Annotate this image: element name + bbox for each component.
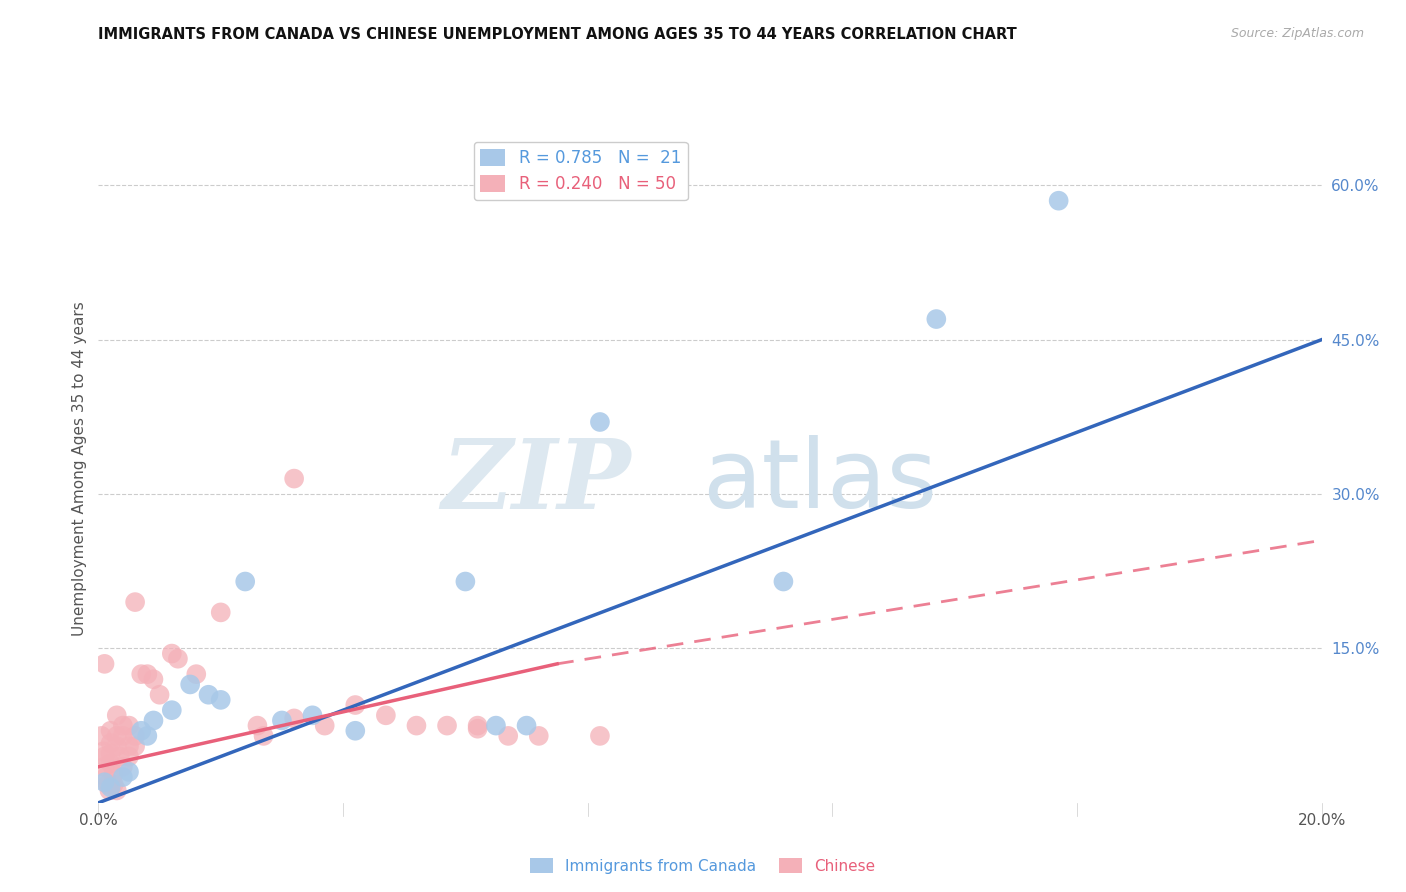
Point xyxy=(136,667,159,681)
Point xyxy=(467,718,489,732)
Point xyxy=(103,767,125,781)
Text: ZIP: ZIP xyxy=(441,434,630,529)
Point xyxy=(93,749,115,764)
Point xyxy=(118,764,141,779)
Point xyxy=(589,729,612,743)
Text: Source: ZipAtlas.com: Source: ZipAtlas.com xyxy=(1230,27,1364,40)
Point xyxy=(283,472,305,486)
Point xyxy=(100,780,122,795)
Point xyxy=(105,739,128,754)
Text: IMMIGRANTS FROM CANADA VS CHINESE UNEMPLOYMENT AMONG AGES 35 TO 44 YEARS CORRELA: IMMIGRANTS FROM CANADA VS CHINESE UNEMPL… xyxy=(98,27,1017,42)
Point xyxy=(374,708,396,723)
Point xyxy=(100,747,122,761)
Point xyxy=(105,708,128,723)
Point xyxy=(97,777,120,791)
Point xyxy=(344,698,367,712)
Point xyxy=(405,718,427,732)
Point xyxy=(103,777,125,791)
Point xyxy=(105,729,128,743)
Text: atlas: atlas xyxy=(703,435,938,528)
Point xyxy=(301,708,323,723)
Point xyxy=(197,688,219,702)
Point xyxy=(485,718,508,732)
Point xyxy=(124,739,146,754)
Point xyxy=(925,312,948,326)
Point xyxy=(111,760,134,774)
Point xyxy=(93,760,115,774)
Point xyxy=(111,718,134,732)
Point xyxy=(100,736,122,750)
Point xyxy=(100,723,122,738)
Point xyxy=(454,574,477,589)
Point xyxy=(111,770,134,784)
Point xyxy=(129,667,152,681)
Point xyxy=(93,775,115,789)
Point xyxy=(160,703,183,717)
Point xyxy=(179,677,201,691)
Point xyxy=(94,770,117,784)
Point xyxy=(118,749,141,764)
Point xyxy=(124,595,146,609)
Point xyxy=(149,688,172,702)
Point xyxy=(142,714,165,728)
Point xyxy=(516,718,538,732)
Point xyxy=(772,574,794,589)
Point xyxy=(270,714,292,728)
Point xyxy=(111,729,134,743)
Point xyxy=(496,729,519,743)
Point xyxy=(118,718,141,732)
Point xyxy=(233,574,256,589)
Y-axis label: Unemployment Among Ages 35 to 44 years: Unemployment Among Ages 35 to 44 years xyxy=(72,301,87,636)
Point xyxy=(314,718,336,732)
Point xyxy=(90,729,112,743)
Point xyxy=(105,783,128,797)
Point xyxy=(344,723,367,738)
Point xyxy=(142,673,165,687)
Point xyxy=(98,783,121,797)
Point xyxy=(136,729,159,743)
Point xyxy=(167,651,190,665)
Point xyxy=(186,667,208,681)
Point xyxy=(91,744,114,758)
Point xyxy=(283,711,305,725)
Point xyxy=(209,693,232,707)
Point xyxy=(467,722,489,736)
Point xyxy=(93,657,115,671)
Point xyxy=(124,729,146,743)
Point xyxy=(118,739,141,754)
Legend: R = 0.785   N =  21, R = 0.240   N = 50: R = 0.785 N = 21, R = 0.240 N = 50 xyxy=(474,142,688,200)
Point xyxy=(436,718,458,732)
Point xyxy=(1047,194,1070,208)
Legend: Immigrants from Canada, Chinese: Immigrants from Canada, Chinese xyxy=(524,852,882,880)
Point xyxy=(100,756,122,771)
Point xyxy=(129,723,152,738)
Point xyxy=(108,749,131,764)
Point xyxy=(589,415,612,429)
Point xyxy=(246,718,269,732)
Point xyxy=(160,647,183,661)
Point xyxy=(252,729,274,743)
Point xyxy=(209,606,232,620)
Point xyxy=(527,729,550,743)
